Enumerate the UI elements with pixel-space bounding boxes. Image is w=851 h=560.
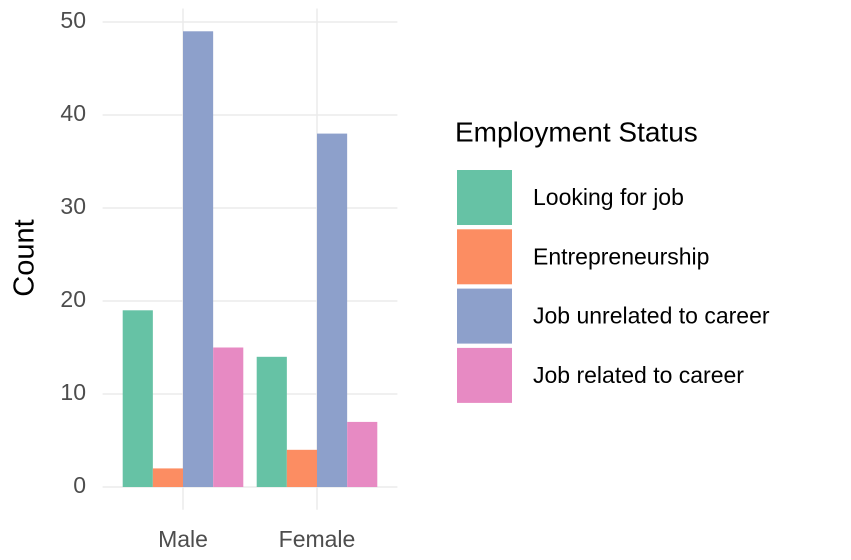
bar: [213, 347, 244, 488]
bar: [152, 468, 183, 488]
y-tick-label: 20: [60, 286, 86, 312]
legend-key: [457, 347, 512, 403]
bar: [347, 421, 378, 488]
y-tick-label: 0: [73, 472, 86, 498]
y-tick-label: 10: [60, 379, 86, 405]
y-tick-label: 30: [60, 193, 86, 219]
x-tick-label: Female: [279, 526, 356, 552]
y-tick-label: 50: [60, 7, 86, 33]
bar: [256, 356, 287, 488]
legend-label: Looking for job: [533, 184, 684, 210]
legend-key: [457, 229, 512, 285]
legend-label: Job unrelated to career: [533, 303, 770, 329]
y-tick-label: 40: [60, 100, 86, 126]
bar: [122, 310, 153, 488]
legend-label: Job related to career: [533, 362, 744, 388]
legend-key: [457, 288, 512, 344]
x-tick-label: Male: [158, 526, 208, 552]
bar: [317, 133, 348, 488]
y-axis-title: Count: [9, 219, 41, 296]
legend-label: Entrepreneurship: [533, 243, 709, 269]
bar: [183, 31, 214, 488]
legend-key: [457, 170, 512, 225]
legend-title: Employment Status: [455, 116, 698, 147]
bar: [286, 449, 317, 488]
